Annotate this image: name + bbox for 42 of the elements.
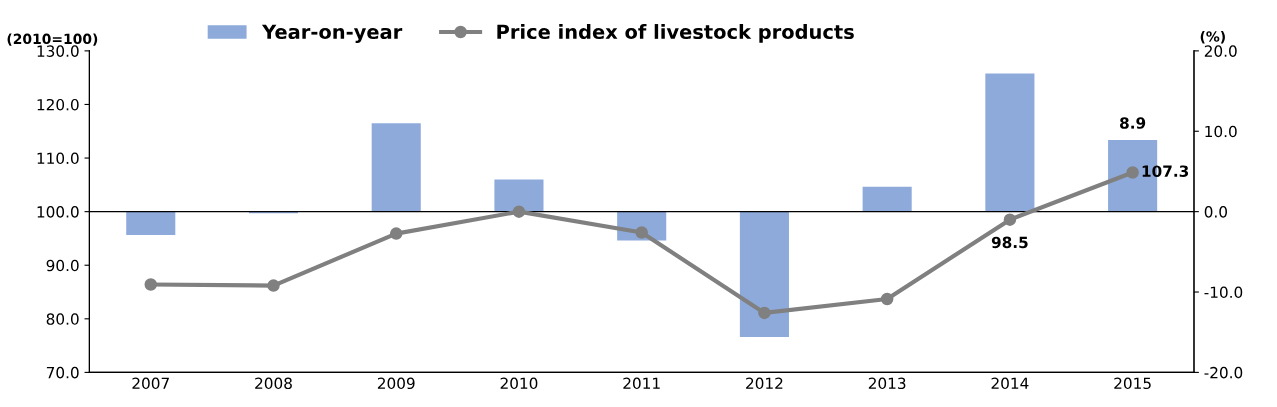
x-tick-label: 2015 [1114,377,1151,390]
y2-tick-label: 0.0 [1204,206,1227,218]
y-tick-label: 120.0 [37,98,79,111]
data-label: 98.5 [991,236,1028,249]
y-tick-label: 110.0 [37,152,79,165]
x-tick-label: 2010 [500,377,538,390]
x-tick-label: 2014 [991,377,1029,390]
y2-tick-label: 20.0 [1204,45,1237,57]
y2-tick-label: -20.0 [1204,366,1243,379]
y2-tick-label: 10.0 [1205,125,1237,138]
bar [126,211,176,235]
y2-axis-title: (%) [1200,31,1225,44]
point [880,292,894,306]
point [1003,213,1017,226]
legend-label: Year-on-year [261,24,403,44]
point [758,306,771,320]
bar [494,179,544,212]
y-tick-label: 130.0 [37,45,79,57]
x-tick-label: 2008 [255,377,292,390]
data-label: 107.3 [1142,165,1189,177]
point [389,227,403,240]
bar [862,186,912,212]
bar [371,123,421,212]
y-tick-label: 70.0 [46,366,79,379]
x-tick-label: 2009 [377,377,415,390]
point [1126,166,1139,179]
y-tick-label: 90.0 [46,259,79,272]
y2-tick-label: -10.0 [1204,286,1243,299]
point [144,278,158,291]
legend-label: Price index of livestock products [497,24,854,43]
x-tick-label: 2012 [746,377,783,390]
x-tick-label: 2011 [623,377,660,390]
point [267,279,280,292]
bar [739,211,789,338]
x-tick-label: 2007 [132,377,169,390]
data-label: 8.9 [1120,117,1146,129]
point [512,205,526,218]
x-tick-label: 2013 [868,377,906,390]
y-axis-title: (2010=100) [7,33,98,46]
y-tick-label: 100.0 [37,206,79,218]
bar [985,73,1035,212]
y-tick-label: 80.0 [46,313,79,325]
